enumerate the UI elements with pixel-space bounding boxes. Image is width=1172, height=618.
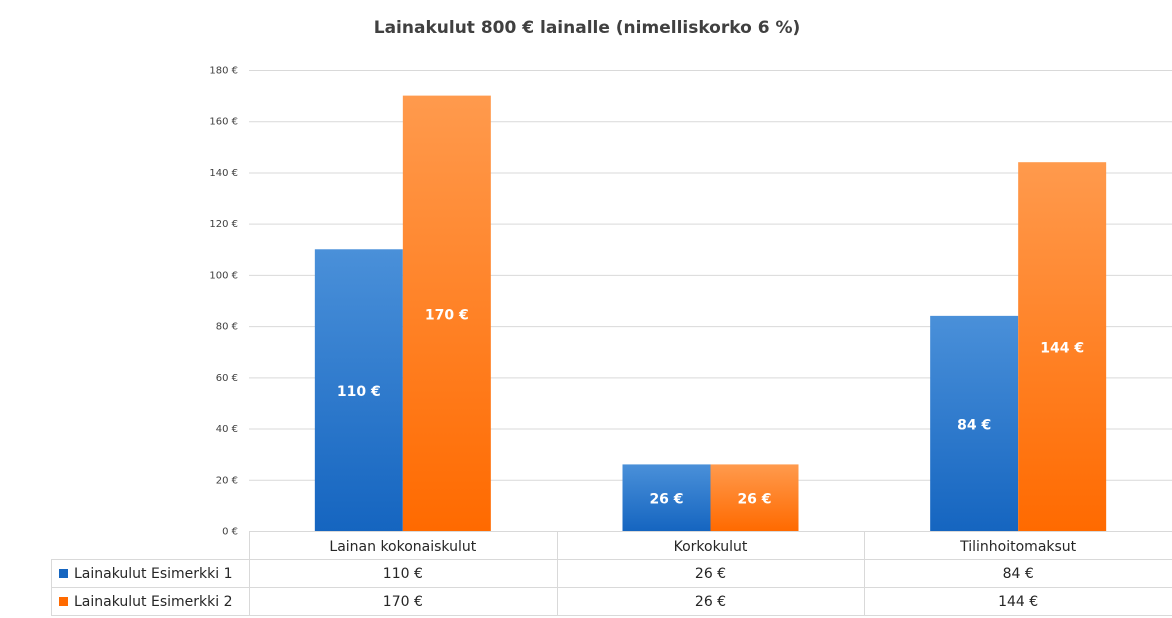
data-label: 170 € — [425, 307, 469, 323]
series-name: Lainakulut Esimerkki 1 — [74, 566, 232, 582]
bar — [402, 95, 491, 531]
table-cell: 26 € — [695, 566, 726, 582]
legend-key — [59, 569, 68, 578]
category-label: Tilinhoitomaksut — [959, 539, 1077, 555]
table-cell: 170 € — [383, 594, 423, 610]
bar — [1018, 162, 1107, 531]
y-tick-label: 0 € — [222, 527, 238, 538]
legend-key — [59, 597, 68, 606]
data-label: 110 € — [337, 384, 381, 400]
data-table: Lainan kokonaiskulut Korkokulut Tilinhoito… — [51, 531, 1172, 616]
table-cell: 26 € — [695, 594, 726, 610]
category-label: Lainan kokonaiskulut — [329, 539, 476, 555]
y-tick-label: 180 € — [209, 66, 238, 77]
bars: 110 € 170 € 26 € 26 € 84 € 144 € — [314, 95, 1107, 531]
data-label: 84 € — [957, 417, 991, 433]
bar — [930, 315, 1019, 531]
table-cell: 144 € — [998, 594, 1038, 610]
y-tick-label: 120 € — [209, 219, 238, 230]
series-name: Lainakulut Esimerkki 2 — [74, 594, 232, 610]
y-tick-label: 160 € — [209, 117, 238, 128]
y-tick-label: 20 € — [216, 475, 238, 486]
y-tick-label: 100 € — [209, 270, 238, 281]
data-label: 26 € — [649, 492, 683, 508]
data-label: 144 € — [1040, 341, 1084, 357]
y-tick-label: 80 € — [216, 322, 238, 333]
table-cell: 110 € — [383, 566, 423, 582]
category-label: Korkokulut — [674, 539, 748, 555]
bar — [710, 464, 799, 531]
bar — [622, 464, 711, 531]
data-label: 26 € — [737, 492, 771, 508]
y-axis: 0 € 20 € 40 € 60 € 80 € 100 € 120 € 140 € 160 € 1… — [209, 66, 238, 538]
chart-title: Lainakulut 800 € lainalle (nimelliskorko… — [374, 18, 801, 38]
y-tick-label: 60 € — [216, 373, 238, 384]
bar — [314, 249, 403, 531]
y-tick-label: 40 € — [216, 424, 238, 435]
y-tick-label: 140 € — [209, 168, 238, 179]
table-cell: 84 € — [1003, 566, 1034, 582]
